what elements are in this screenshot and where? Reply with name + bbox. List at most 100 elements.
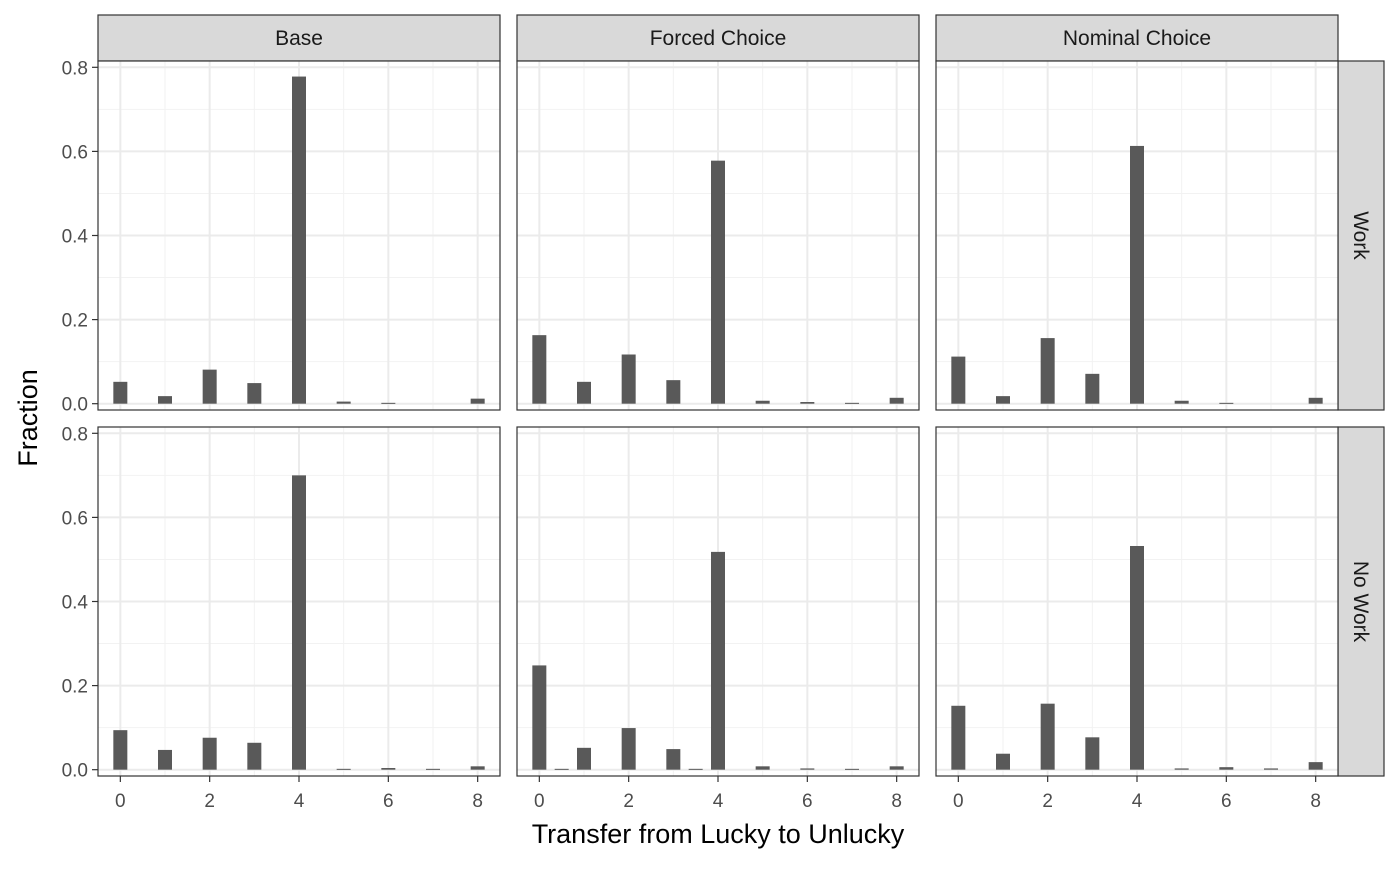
bar-nominal-choice-work-x0 — [951, 356, 966, 404]
y-tick-label: 0.2 — [62, 677, 88, 698]
bar-forced-choice-no-work-x0-5 — [554, 768, 569, 770]
row-strip-label: No Work — [1349, 561, 1372, 643]
bar-forced-choice-work-x3 — [666, 380, 681, 404]
x-tick-label: 2 — [1042, 791, 1053, 812]
bar-base-no-work-x2 — [202, 737, 217, 770]
panel-nominal-choice-no-work — [935, 426, 1339, 777]
column-strip-base — [97, 14, 501, 62]
panel-border — [516, 60, 920, 411]
bar-nominal-choice-work-x3 — [1085, 373, 1100, 404]
x-tick-label: 2 — [204, 791, 215, 812]
x-tick-label: 6 — [1221, 791, 1232, 812]
y-tick-label: 0.0 — [62, 761, 88, 782]
bar-forced-choice-no-work-x6 — [800, 768, 815, 770]
bar-base-work-x8 — [470, 398, 485, 404]
bar-forced-choice-no-work-x7 — [845, 768, 859, 770]
column-strip-nominal-choice — [935, 14, 1339, 62]
bar-nominal-choice-no-work-x3 — [1085, 737, 1100, 770]
x-tick-label: 4 — [713, 791, 724, 812]
bar-base-no-work-x3 — [247, 742, 262, 770]
bar-nominal-choice-no-work-x6 — [1219, 767, 1234, 770]
bar-nominal-choice-no-work-x1 — [996, 753, 1010, 770]
bar-base-no-work-x8 — [470, 766, 485, 770]
panel-nominal-choice-work — [935, 60, 1339, 411]
x-tick-label: 8 — [472, 791, 483, 812]
bar-forced-choice-no-work-x2 — [621, 728, 636, 770]
bar-base-work-x6 — [381, 402, 396, 404]
x-tick-label: 4 — [1132, 791, 1143, 812]
bar-nominal-choice-no-work-x8 — [1308, 762, 1323, 770]
x-axis-title: Transfer from Lucky to Unlucky — [532, 819, 905, 849]
bar-forced-choice-work-x6 — [800, 402, 815, 404]
column-strip-label: Nominal Choice — [1063, 27, 1211, 50]
bar-forced-choice-work-x5 — [755, 400, 770, 404]
bar-nominal-choice-work-x5 — [1174, 400, 1189, 404]
bar-nominal-choice-no-work-x5 — [1174, 768, 1189, 770]
bar-base-no-work-x0 — [113, 730, 128, 770]
axes-layer: 0.0 0.2 0.4 0.6 0.8 0.0 0.2 0.4 0.6 0.8 0 2 4 6 8 0 2 4 6 8… — [62, 58, 1321, 812]
y-tick-label: 0.0 — [62, 395, 88, 416]
x-tick-label: 0 — [534, 791, 545, 812]
bar-forced-choice-work-x1 — [577, 381, 591, 404]
y-tick-label: 0.6 — [62, 142, 88, 163]
bar-nominal-choice-no-work-x0 — [951, 705, 966, 770]
bar-base-work-x1 — [158, 396, 172, 404]
panel-base-work — [97, 60, 501, 411]
bar-nominal-choice-no-work-x2 — [1040, 703, 1055, 770]
bar-base-work-x5 — [336, 401, 351, 404]
x-tick-label: 6 — [802, 791, 813, 812]
bar-forced-choice-no-work-x4 — [711, 551, 725, 770]
bar-base-work-x4 — [292, 76, 306, 404]
column-strip-label: Base — [275, 27, 323, 50]
bar-base-no-work-x1 — [158, 749, 172, 770]
x-tick-label: 4 — [294, 791, 305, 812]
y-axis-title: Fraction — [13, 369, 43, 467]
column-strip-forced-choice — [516, 14, 920, 62]
y-tick-label: 0.8 — [62, 424, 88, 445]
x-tick-label: 8 — [1310, 791, 1321, 812]
bar-base-no-work-x5 — [336, 768, 351, 770]
bar-base-work-x3 — [247, 383, 262, 404]
bar-forced-choice-no-work-x0 — [532, 665, 547, 770]
x-tick-label: 6 — [383, 791, 394, 812]
bar-base-no-work-x6 — [381, 768, 396, 770]
bar-nominal-choice-no-work-x4 — [1130, 545, 1144, 770]
bar-base-work-x0 — [113, 381, 128, 404]
y-tick-label: 0.6 — [62, 508, 88, 529]
panel-forced-choice-no-work — [516, 426, 920, 777]
y-tick-label: 0.2 — [62, 311, 88, 332]
column-strip-label: Forced Choice — [650, 27, 787, 50]
bar-forced-choice-no-work-x3-5 — [688, 768, 703, 770]
bar-nominal-choice-work-x4 — [1130, 145, 1144, 404]
bar-base-no-work-x4 — [292, 475, 306, 770]
x-tick-label: 0 — [115, 791, 126, 812]
row-strip-label: Work — [1349, 211, 1372, 260]
x-tick-label: 8 — [891, 791, 902, 812]
bar-forced-choice-work-x2 — [621, 354, 636, 404]
y-tick-label: 0.4 — [62, 593, 89, 614]
y-tick-label: 0.8 — [62, 58, 88, 79]
panel-base-no-work — [97, 426, 501, 777]
bar-base-work-x2 — [202, 369, 217, 404]
bar-forced-choice-no-work-x5 — [755, 766, 770, 770]
bar-forced-choice-work-x4 — [711, 160, 725, 404]
bar-nominal-choice-work-x8 — [1308, 397, 1323, 404]
bar-base-no-work-x7 — [426, 768, 440, 770]
bar-forced-choice-work-x0 — [532, 335, 547, 404]
row-strip-work — [1337, 60, 1385, 411]
bar-nominal-choice-work-x2 — [1040, 338, 1055, 404]
bar-nominal-choice-work-x1 — [996, 396, 1010, 404]
x-tick-label: 2 — [623, 791, 634, 812]
x-tick-label: 0 — [953, 791, 964, 812]
row-strip-no-work — [1337, 426, 1385, 777]
bar-forced-choice-work-x7 — [845, 402, 859, 404]
panel-border — [935, 60, 1339, 411]
bar-nominal-choice-no-work-x7 — [1264, 768, 1278, 770]
panels-layer: Base Forced Choice Nominal Choice Work No Wo… — [97, 14, 1385, 777]
bar-nominal-choice-work-x6 — [1219, 402, 1234, 404]
bar-forced-choice-no-work-x8 — [889, 766, 904, 770]
bar-forced-choice-work-x8 — [889, 397, 904, 404]
bar-forced-choice-no-work-x1 — [577, 747, 591, 770]
